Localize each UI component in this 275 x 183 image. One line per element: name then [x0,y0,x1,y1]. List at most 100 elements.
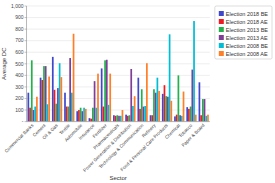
bar [151,115,153,121]
legend-swatch [219,43,224,48]
bar [153,89,155,121]
legend-label: Election 2013 AE [226,35,268,41]
bar [150,115,152,121]
grid-line [27,52,210,53]
bar [125,115,127,122]
bar [202,99,204,122]
bar [127,116,129,122]
bar [139,109,141,122]
bar [68,107,70,122]
bar [191,70,193,122]
legend-label: Election 2008 AE [226,51,268,57]
legend-swatch [219,19,224,24]
bar [60,77,62,122]
bar [178,75,180,121]
bar [69,58,71,122]
legend-label: Election 2018 AE [226,19,268,25]
legend-swatch [219,27,224,32]
bar [188,109,190,122]
legend-label: Election 2008 BE [226,43,269,49]
bar [29,108,31,122]
bar [82,111,84,121]
y-axis-title: Average DC [1,47,7,80]
bar [181,116,183,122]
x-axis-title: Sector [109,175,126,181]
bar [104,60,106,121]
bar [190,107,192,122]
bar [41,80,43,122]
legend-swatch [219,11,224,16]
bar [158,91,160,122]
bar [103,107,105,122]
bar [174,116,176,121]
y-axis [26,6,27,122]
bar [94,81,96,121]
bar [83,108,85,122]
bar [183,92,185,122]
grid-line [27,86,210,87]
x-axis [27,121,210,122]
bar [52,57,54,122]
y-tick-label: 300 [15,84,24,90]
bar [36,97,38,122]
bar [134,96,136,121]
bar [122,110,124,122]
x-tick-label: Oil & Gas [41,122,59,140]
bar [169,34,171,121]
bar [205,116,207,122]
bar [165,96,167,121]
bar [176,115,178,122]
y-tick-label: - [22,118,24,124]
bar [48,77,50,122]
y-tick-label: 400 [15,72,24,78]
bar [129,115,131,121]
bar [162,94,164,122]
y-tick-label: 900 [15,14,24,20]
legend: Election 2018 BEElection 2018 AEElection… [215,6,272,59]
bar [193,21,195,122]
grid-line [27,17,210,18]
bar [27,93,29,122]
grid-line [27,6,210,7]
bar [106,60,108,122]
grid-line [27,63,210,64]
bar [137,78,139,122]
bar [76,111,78,121]
bar [167,97,169,122]
bar [120,116,122,122]
bar [80,108,82,122]
bar [155,93,157,122]
bar [55,104,57,122]
y-tick-label: 200 [15,95,24,101]
bar [89,118,91,121]
bar [45,66,47,121]
bar [132,106,134,122]
y-tick-label: 500 [15,61,24,67]
y-tick-label: 100 [15,107,24,113]
bar [113,115,115,121]
bar [108,105,110,122]
bar [43,66,45,121]
x-tick-label: Paper & Board [181,123,206,148]
bar [90,119,92,122]
bar [207,115,209,122]
bar [59,63,61,121]
bar [64,93,66,122]
x-tick-label: Commercial Banks [4,122,35,153]
bar [95,108,97,122]
y-tick-label: 700 [15,37,24,43]
bar [157,78,159,122]
bar [130,69,132,122]
bar [179,115,181,121]
bar [146,63,148,121]
bar [204,99,206,122]
grid-line [27,29,210,30]
bar [85,109,87,122]
bar [141,89,143,121]
legend-swatch [219,51,224,56]
chart: Election 2018 BEElection 2018 AEElection… [0,0,275,183]
grid-line [27,40,210,41]
bar [78,110,80,122]
bar [47,104,49,121]
bar [116,115,118,121]
